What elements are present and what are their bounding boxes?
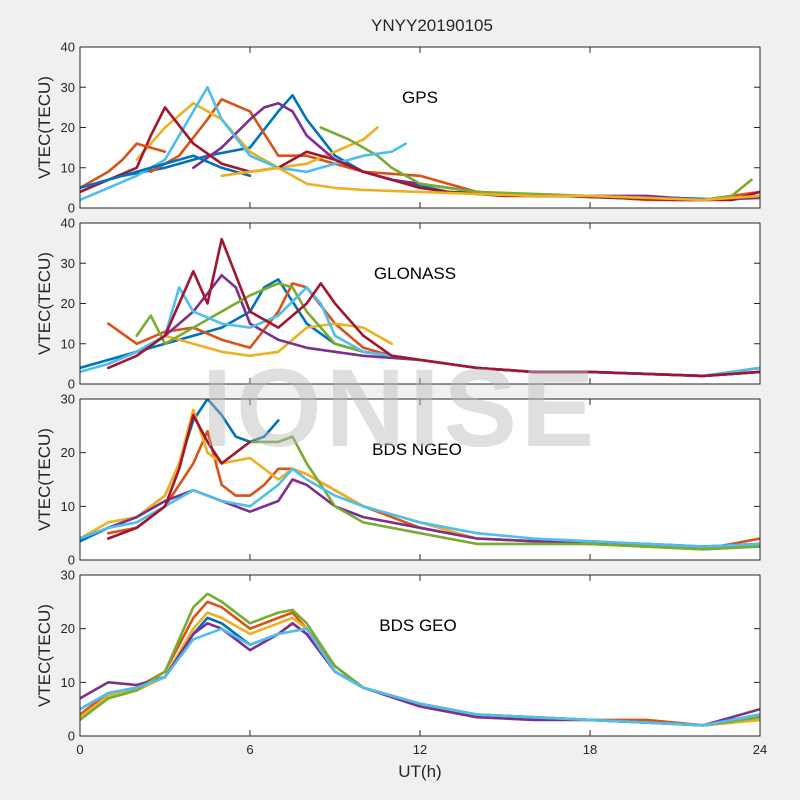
y-axis-label: VTEC(TECU) <box>35 428 54 531</box>
y-tick-label: 10 <box>61 336 75 351</box>
y-tick-label: 10 <box>61 499 75 514</box>
y-tick-label: 0 <box>68 201 75 216</box>
x-tick-label: 0 <box>76 742 83 757</box>
y-tick-label: 0 <box>68 377 75 392</box>
series-group <box>80 592 760 727</box>
x-axis-label: UT(h) <box>398 762 441 781</box>
plot-area <box>80 47 760 208</box>
y-tick-label: 40 <box>61 40 75 55</box>
series-line-9 <box>80 154 252 190</box>
series-group <box>80 399 760 551</box>
y-tick-label: 10 <box>61 675 75 690</box>
x-tick-label: 12 <box>413 742 427 757</box>
panel-label: GLONASS <box>374 264 456 283</box>
series-line-6 <box>80 627 760 727</box>
y-axis-label: VTEC(TECU) <box>35 604 54 707</box>
watermark: IONISE <box>201 347 599 470</box>
y-tick-label: 20 <box>61 120 75 135</box>
y-tick-label: 20 <box>61 296 75 311</box>
y-axis-label: VTEC(TECU) <box>35 252 54 355</box>
panel-label: GPS <box>402 88 438 107</box>
panel-bds-ngeo: 0 10 20 30 VTEC(TECU) BDS NGEO <box>35 392 761 568</box>
figure-title: YNYY20190105 <box>371 16 493 35</box>
x-tick-labels: 0 6 12 18 24 <box>76 742 767 757</box>
x-tick-label: 18 <box>583 742 597 757</box>
plot-area <box>80 575 760 736</box>
y-tick-label: 10 <box>61 160 75 175</box>
y-tick-label: 30 <box>61 568 75 583</box>
y-axis-label: VTEC(TECU) <box>35 76 54 179</box>
y-tick-label: 30 <box>61 80 75 95</box>
x-tick-label: 6 <box>246 742 253 757</box>
y-tick-label: 30 <box>61 392 75 407</box>
series-group <box>80 86 760 202</box>
series-line-7 <box>107 413 252 540</box>
series-group <box>80 237 760 378</box>
y-tick-label: 0 <box>68 553 75 568</box>
series-line-5 <box>248 435 760 551</box>
panels: 0 10 20 30 40 VTEC(TECU) GPS 0 10 20 30 40 VTEC(TECU… <box>35 40 761 744</box>
series-line-10 <box>220 166 760 202</box>
x-tick-label: 24 <box>753 742 767 757</box>
y-tick-label: 20 <box>61 445 75 460</box>
panel-glonass: 0 10 20 30 40 VTEC(TECU) GLONASS <box>35 216 761 392</box>
y-tick-label: 30 <box>61 256 75 271</box>
panel-gps: 0 10 20 30 40 VTEC(TECU) GPS <box>35 40 761 216</box>
panel-label: BDS NGEO <box>372 440 462 459</box>
series-line-7 <box>107 237 760 378</box>
series-line-3 <box>135 102 379 170</box>
series-line-6 <box>80 86 408 202</box>
panel-bds-geo: 0 10 20 30 VTEC(TECU) BDS GEO <box>35 568 761 744</box>
y-tick-label: 20 <box>61 621 75 636</box>
y-tick-label: 40 <box>61 216 75 231</box>
plot-area <box>80 223 760 384</box>
series-line-8 <box>80 142 167 190</box>
panel-label: BDS GEO <box>379 616 456 635</box>
y-tick-label: 0 <box>68 729 75 744</box>
